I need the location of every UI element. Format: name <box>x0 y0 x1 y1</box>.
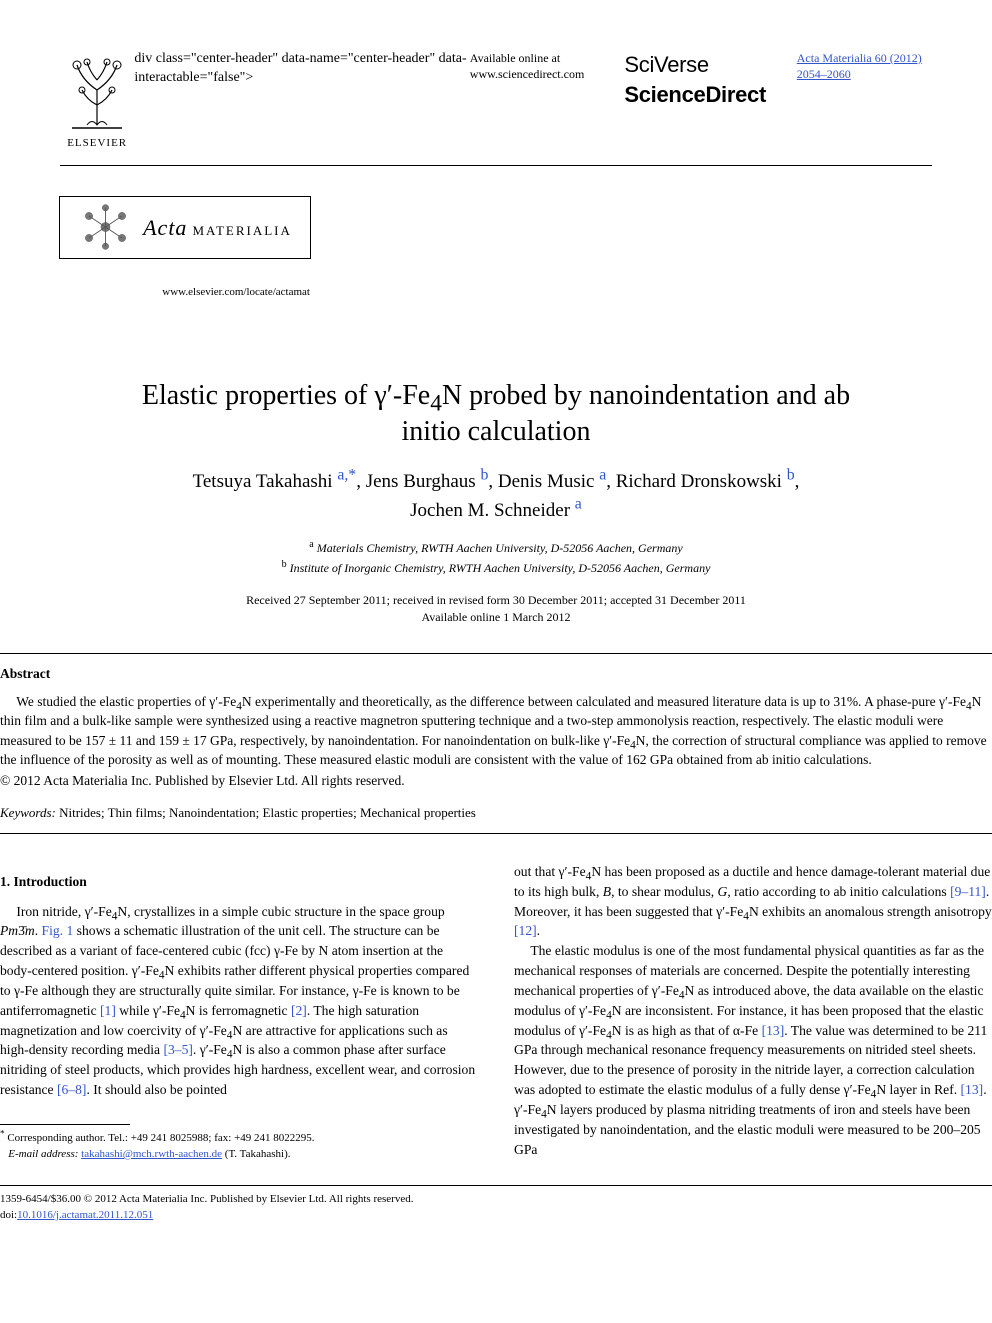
section-1-heading: 1. Introduction <box>0 872 478 892</box>
author-affil-mark[interactable]: a <box>599 467 606 484</box>
email-label: E-mail address: <box>8 1148 78 1160</box>
keywords-label: Keywords: <box>0 805 56 820</box>
title-after-sub: N probed by nanoindentation and ab <box>442 380 850 411</box>
rule-colophon <box>0 1185 992 1186</box>
colophon-line1: 1359-6454/$36.00 © 2012 Acta Materialia … <box>0 1193 413 1205</box>
received-line: Received 27 September 2011; received in … <box>246 593 746 607</box>
publisher-name: ELSEVIER <box>67 136 127 151</box>
brand-sv: SciVerse <box>624 52 708 77</box>
keywords: Keywords: Nitrides; Thin films; Nanoinde… <box>0 805 992 821</box>
title-line2: initio calculation <box>402 416 591 447</box>
rule-above-abstract <box>0 653 992 654</box>
platform-brand: SciVerse ScienceDirect <box>624 50 796 109</box>
column-left: 1. Introduction Iron nitride, γ′-Fe4N, c… <box>0 862 478 1163</box>
header: ELSEVIER div class="center-header" data-… <box>60 50 932 166</box>
author-affil-mark[interactable]: b <box>787 467 795 484</box>
journal-locate-url: www.elsevier.com/locate/actamat <box>60 285 310 300</box>
colophon: 1359-6454/$36.00 © 2012 Acta Materialia … <box>0 1192 992 1224</box>
rule-below-keywords <box>0 833 992 834</box>
section-1-col2-para2: The elastic modulus is one of the most f… <box>514 941 992 1159</box>
journal-atom-icon <box>78 202 133 252</box>
publisher-logo: ELSEVIER <box>60 50 134 151</box>
journal-logo-box: Acta MATERIALIA <box>59 196 311 259</box>
abstract-text: We studied the elastic properties of γ′-… <box>0 692 992 770</box>
author-affil-mark[interactable]: a,* <box>337 467 356 484</box>
journal-name-word2: MATERIALIA <box>192 223 291 238</box>
doi-link[interactable]: 10.1016/j.actamat.2011.12.051 <box>17 1209 153 1221</box>
title-line1: Elastic properties of γ′-Fe <box>142 380 430 411</box>
section-1-col2-para1: out that γ′-Fe4N has been proposed as a … <box>514 862 992 941</box>
section-1-col1-para: Iron nitride, γ′-Fe4N, crystallizes in a… <box>0 902 478 1100</box>
affiliations: a Materials Chemistry, RWTH Aachen Unive… <box>0 539 992 577</box>
body-columns: 1. Introduction Iron nitride, γ′-Fe4N, c… <box>0 862 992 1163</box>
journal-name: Acta MATERIALIA <box>143 213 292 243</box>
author-affil-mark[interactable]: a <box>575 496 582 513</box>
journal-name-word1: Acta <box>143 215 187 240</box>
corresponding-footnote: * Corresponding author. Tel.: +49 241 80… <box>0 1131 478 1163</box>
keywords-text: Nitrides; Thin films; Nanoindentation; E… <box>59 805 476 820</box>
available-online-date: Available online 1 March 2012 <box>421 610 570 624</box>
title-sub: 4 <box>430 390 442 416</box>
corr-line: Corresponding author. Tel.: +49 241 8025… <box>7 1132 314 1144</box>
abstract-copyright: © 2012 Acta Materialia Inc. Published by… <box>0 773 992 789</box>
author-affil-mark[interactable]: b <box>480 467 488 484</box>
email-tail: (T. Takahashi). <box>225 1148 291 1160</box>
doi-label: doi: <box>0 1209 17 1221</box>
article-title: Elastic properties of γ′-Fe4N probed by … <box>20 378 972 451</box>
citation-link[interactable]: Acta Materialia 60 (2012) 2054–2060 <box>797 50 932 82</box>
corr-email-link[interactable]: takahashi@mch.rwth-aachen.de <box>81 1148 222 1160</box>
column-right: out that γ′-Fe4N has been proposed as a … <box>514 862 992 1163</box>
elsevier-tree-icon <box>62 50 132 130</box>
article-dates: Received 27 September 2011; received in … <box>0 592 992 627</box>
author-list: Tetsuya Takahashi a,*, Jens Burghaus b, … <box>0 468 992 525</box>
journal-brand-side: Acta MATERIALIA www.elsevier.com/locate/… <box>60 196 310 300</box>
available-online-line: Available online at www.sciencedirect.co… <box>470 50 625 82</box>
footnote-rule <box>0 1124 130 1125</box>
abstract-body: We studied the elastic properties of γ′-… <box>0 692 992 770</box>
paper-page: ELSEVIER div class="center-header" data-… <box>0 0 992 340</box>
abstract-heading: Abstract <box>0 666 992 682</box>
brand-sd: ScienceDirect <box>624 82 766 107</box>
